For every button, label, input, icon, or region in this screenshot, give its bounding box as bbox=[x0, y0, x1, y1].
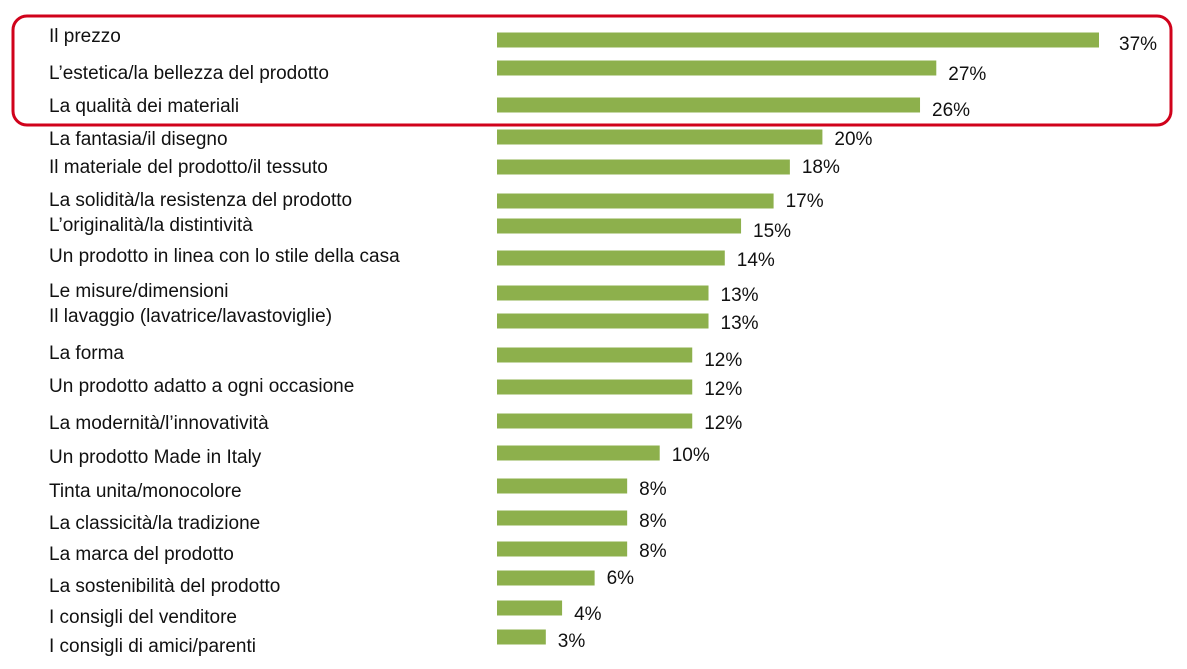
bar-12 bbox=[497, 379, 693, 395]
value-label: 8% bbox=[639, 511, 667, 532]
category-label: Il materiale del prodotto/il tessuto bbox=[49, 157, 328, 178]
value-label: 37% bbox=[1119, 34, 1157, 55]
bar-5 bbox=[497, 159, 790, 175]
value-label: 13% bbox=[721, 285, 759, 306]
value-label: 13% bbox=[721, 313, 759, 334]
bars-layer bbox=[497, 32, 1099, 645]
category-label: La modernità/l’innovatività bbox=[49, 413, 269, 434]
category-label: L’originalità/la distintività bbox=[49, 215, 253, 236]
category-label: La fantasia/il disegno bbox=[49, 129, 228, 150]
category-label: Le misure/dimensioni bbox=[49, 281, 229, 302]
bar-18 bbox=[497, 570, 595, 586]
value-label: 12% bbox=[704, 379, 742, 400]
value-label: 26% bbox=[932, 100, 970, 121]
category-label: Un prodotto adatto a ogni occasione bbox=[49, 376, 354, 397]
category-label: Un prodotto Made in Italy bbox=[49, 447, 262, 468]
category-label: La solidità/la resistenza del prodotto bbox=[49, 190, 352, 211]
value-label: 12% bbox=[704, 350, 742, 371]
bar-9 bbox=[497, 285, 709, 301]
category-labels: Il prezzo L’estetica/la bellezza del prod… bbox=[49, 26, 400, 657]
value-label: 10% bbox=[672, 445, 710, 466]
bar-15 bbox=[497, 478, 628, 494]
category-label: Il prezzo bbox=[49, 26, 121, 47]
bar-1 bbox=[497, 32, 1099, 48]
category-label: Tinta unita/monocolore bbox=[49, 481, 242, 502]
bar-8 bbox=[497, 250, 725, 266]
bar-2 bbox=[497, 60, 937, 76]
bar-11 bbox=[497, 347, 693, 363]
bar-6 bbox=[497, 193, 774, 209]
value-label: 17% bbox=[786, 191, 824, 212]
bar-20 bbox=[497, 629, 546, 645]
category-label: L’estetica/la bellezza del prodotto bbox=[49, 63, 329, 84]
value-label: 6% bbox=[607, 568, 635, 589]
bar-13 bbox=[497, 413, 693, 429]
value-label: 15% bbox=[753, 221, 791, 242]
category-label: Un prodotto in linea con lo stile della … bbox=[49, 246, 400, 267]
value-labels: 37% 27% 26% 20% 18% 17% 15% 14% 13% 13% 12% 12% 12% 1… bbox=[558, 34, 1157, 652]
category-label: Il lavaggio (lavatrice/lavastoviglie) bbox=[49, 306, 332, 327]
category-label: La forma bbox=[49, 343, 124, 364]
value-label: 8% bbox=[639, 479, 667, 500]
bar-4 bbox=[497, 129, 823, 145]
value-label: 3% bbox=[558, 631, 586, 652]
category-label: I consigli di amici/parenti bbox=[49, 636, 256, 657]
bar-14 bbox=[497, 445, 660, 461]
value-label: 14% bbox=[737, 250, 775, 271]
bar-7 bbox=[497, 218, 742, 234]
category-label: I consigli del venditore bbox=[49, 607, 237, 628]
category-label: La sostenibilità del prodotto bbox=[49, 576, 280, 597]
value-label: 8% bbox=[639, 541, 667, 562]
highlight-box bbox=[11, 14, 1173, 127]
value-label: 12% bbox=[704, 413, 742, 434]
bar-19 bbox=[497, 600, 563, 616]
category-label: La classicità/la tradizione bbox=[49, 513, 260, 534]
bar-3 bbox=[497, 97, 921, 113]
value-label: 27% bbox=[948, 64, 986, 85]
category-label: La qualità dei materiali bbox=[49, 96, 239, 117]
value-label: 20% bbox=[834, 129, 872, 150]
value-label: 4% bbox=[574, 604, 602, 625]
value-label: 18% bbox=[802, 157, 840, 178]
bar-17 bbox=[497, 541, 628, 557]
category-label: La marca del prodotto bbox=[49, 544, 234, 565]
bar-10 bbox=[497, 313, 709, 329]
bar-16 bbox=[497, 510, 628, 526]
